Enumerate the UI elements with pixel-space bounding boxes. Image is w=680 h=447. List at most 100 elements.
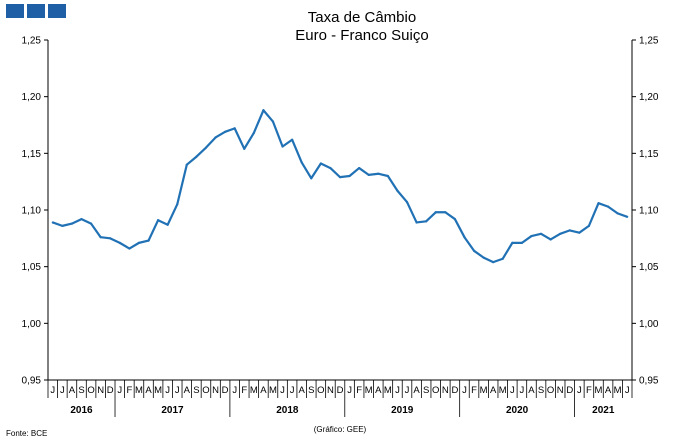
data-point (291, 138, 294, 141)
data-point (453, 217, 456, 221)
data-point (415, 221, 418, 224)
x-tick-label: O (87, 385, 94, 396)
data-point (281, 145, 284, 148)
x-tick-label: M (384, 385, 392, 396)
data-point (195, 155, 198, 158)
y-tick-label-right: 1,05 (639, 262, 659, 273)
y-tick-label-right: 1,20 (639, 92, 659, 103)
data-point (310, 177, 313, 180)
data-point (472, 249, 476, 252)
data-point (51, 221, 54, 224)
y-tick-label-right: 1,00 (639, 319, 659, 330)
data-point (214, 136, 217, 139)
y-tick-label-right: 1,10 (639, 206, 659, 217)
x-tick-label: M (480, 385, 488, 396)
data-point (233, 127, 236, 130)
data-point (109, 237, 112, 240)
data-point (137, 241, 141, 244)
data-point (224, 130, 227, 133)
x-tick-label: J (290, 385, 295, 396)
data-point (329, 166, 332, 170)
x-tick-label: N (327, 385, 334, 396)
x-tick-label: A (69, 385, 76, 396)
data-point (70, 222, 74, 225)
year-label: 2016 (70, 405, 93, 416)
x-tick-label: F (471, 385, 477, 396)
series-line (52, 109, 628, 264)
data-point (176, 203, 179, 206)
x-tick-label: F (126, 385, 132, 396)
x-tick-label: J (232, 385, 237, 396)
year-label: 2021 (592, 405, 615, 416)
x-tick-label: O (317, 385, 324, 396)
data-point (434, 211, 437, 214)
y-tick-label: 1,20 (22, 92, 42, 103)
x-tick-label: O (432, 385, 439, 396)
x-tick-label: S (308, 385, 314, 396)
x-tick-label: N (442, 385, 449, 396)
data-point (482, 256, 485, 259)
x-tick-label: J (510, 385, 515, 396)
data-point (377, 172, 380, 175)
logo-square (48, 4, 66, 18)
y-tick-label-right: 1,25 (639, 36, 659, 47)
data-point (358, 166, 361, 170)
data-point (396, 189, 399, 192)
data-point (597, 202, 600, 205)
data-point (128, 247, 131, 250)
source-note: Fonte: BCE (6, 429, 47, 438)
x-tick-label: M (614, 385, 622, 396)
series-group (51, 109, 629, 264)
x-tick-label: S (538, 385, 544, 396)
x-tick-label: A (528, 385, 535, 396)
data-point (204, 146, 208, 149)
data-point (166, 223, 169, 226)
data-point (626, 215, 629, 218)
x-tick-label: M (250, 385, 258, 396)
year-label: 2018 (276, 405, 299, 416)
data-point (559, 232, 562, 235)
data-point (147, 239, 150, 242)
y-tick-label: 1,15 (22, 149, 42, 160)
data-point (156, 219, 160, 222)
x-tick-label: D (337, 385, 344, 396)
x-tick-label: F (356, 385, 362, 396)
data-point (300, 161, 303, 164)
y-tick-label-right: 1,15 (639, 149, 659, 160)
x-tick-label: J (625, 385, 630, 396)
x-tick-label: O (202, 385, 209, 396)
data-point (520, 241, 524, 244)
data-point (463, 236, 466, 239)
data-point (338, 176, 342, 179)
data-point (425, 220, 428, 223)
data-point (319, 162, 322, 165)
x-tick-label: D (107, 385, 114, 396)
y-tick-label: 1,05 (22, 262, 42, 273)
data-point (61, 224, 64, 227)
x-tick-label: N (557, 385, 564, 396)
x-tick-label: J (60, 385, 65, 396)
credit-note: (Gráfico: GEE) (314, 425, 367, 434)
data-point (501, 257, 504, 260)
data-point (271, 120, 275, 123)
y-tick-label: 0,95 (22, 376, 42, 387)
x-tick-label: M (595, 385, 603, 396)
x-tick-label: F (586, 385, 592, 396)
data-point (262, 109, 265, 112)
x-tick-label: S (78, 385, 84, 396)
x-tick-label: J (395, 385, 400, 396)
x-tick-label: A (605, 385, 612, 396)
data-point (511, 241, 514, 244)
data-point (185, 163, 188, 166)
x-tick-label: M (269, 385, 277, 396)
data-point (405, 200, 409, 204)
year-label: 2017 (161, 405, 184, 416)
y-tick-label: 1,10 (22, 206, 42, 217)
x-tick-label: M (135, 385, 143, 396)
chart-title: Taxa de Câmbio (308, 9, 416, 26)
data-point (386, 174, 389, 178)
logo-square (27, 4, 45, 18)
x-tick-label: J (175, 385, 180, 396)
